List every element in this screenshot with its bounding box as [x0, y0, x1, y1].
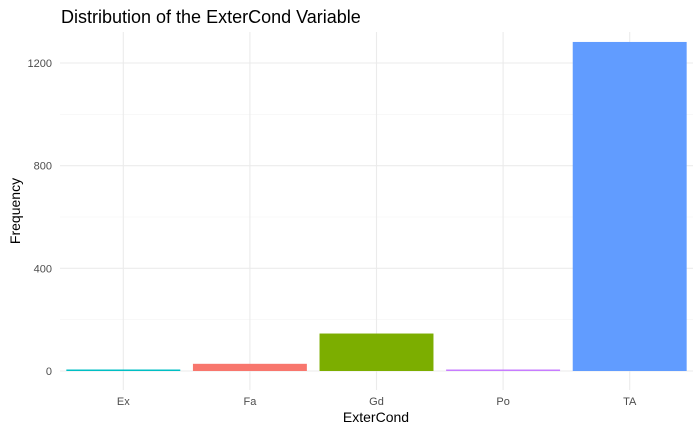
y-tick-label: 0: [46, 366, 52, 378]
x-tick-label: Gd: [369, 396, 384, 408]
y-tick-label: 1200: [28, 58, 52, 70]
bars: [66, 41, 687, 371]
bar-fa: [192, 363, 307, 371]
x-axis-label: ExterCond: [343, 409, 409, 425]
x-tick-label: TA: [623, 396, 637, 408]
x-tick-label: Fa: [243, 396, 257, 408]
y-axis-label: Frequency: [7, 178, 23, 244]
bar-po: [446, 369, 561, 371]
x-axis-ticks: Ex Fa Gd Po TA: [117, 396, 637, 408]
chart-title: Distribution of the ExterCond Variable: [61, 7, 361, 27]
x-tick-label: Ex: [117, 396, 130, 408]
y-tick-label: 400: [34, 263, 52, 275]
x-tick-label: Po: [496, 396, 509, 408]
bar-ta: [572, 41, 687, 371]
y-axis-ticks: 0 400 800 1200: [28, 58, 52, 378]
bar-ex: [66, 369, 181, 371]
y-tick-label: 800: [34, 161, 52, 173]
bar-gd: [319, 333, 434, 371]
